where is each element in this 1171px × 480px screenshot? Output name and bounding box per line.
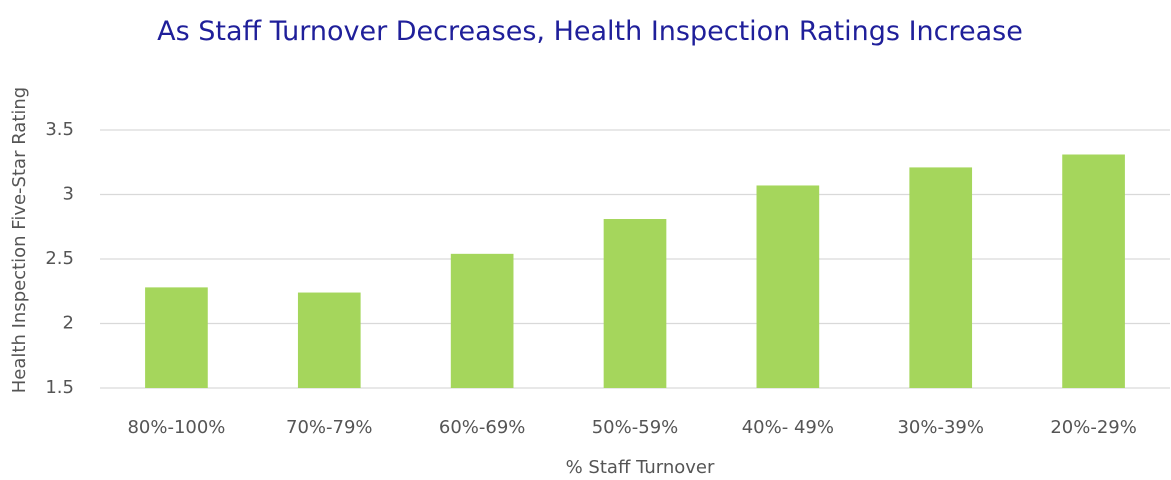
bar xyxy=(603,219,667,388)
y-axis-label: Health Inspection Five-Star Rating xyxy=(9,87,30,393)
y-tick-label: 3.5 xyxy=(45,119,74,140)
bar xyxy=(1062,154,1125,388)
x-tick-label: 40%- 49% xyxy=(742,417,834,438)
x-tick-label: 20%-29% xyxy=(1050,417,1137,438)
y-tick-label: 1.5 xyxy=(45,377,74,398)
bar xyxy=(909,167,973,388)
bar xyxy=(297,292,361,388)
y-tick-label: 2.5 xyxy=(45,248,74,269)
y-tick-label: 2 xyxy=(63,313,74,334)
chart-title: As Staff Turnover Decreases, Health Insp… xyxy=(157,16,1023,47)
x-axis-label: % Staff Turnover xyxy=(566,457,715,478)
x-tick-label: 60%-69% xyxy=(439,417,526,438)
bar xyxy=(756,185,820,388)
x-tick-label: 30%-39% xyxy=(897,417,984,438)
y-tick-label: 3 xyxy=(63,184,74,205)
x-tick-label: 80%-100% xyxy=(127,417,225,438)
bar xyxy=(450,253,514,388)
x-tick-label: 70%-79% xyxy=(286,417,373,438)
bar xyxy=(145,287,208,388)
x-tick-label: 50%-59% xyxy=(592,417,679,438)
